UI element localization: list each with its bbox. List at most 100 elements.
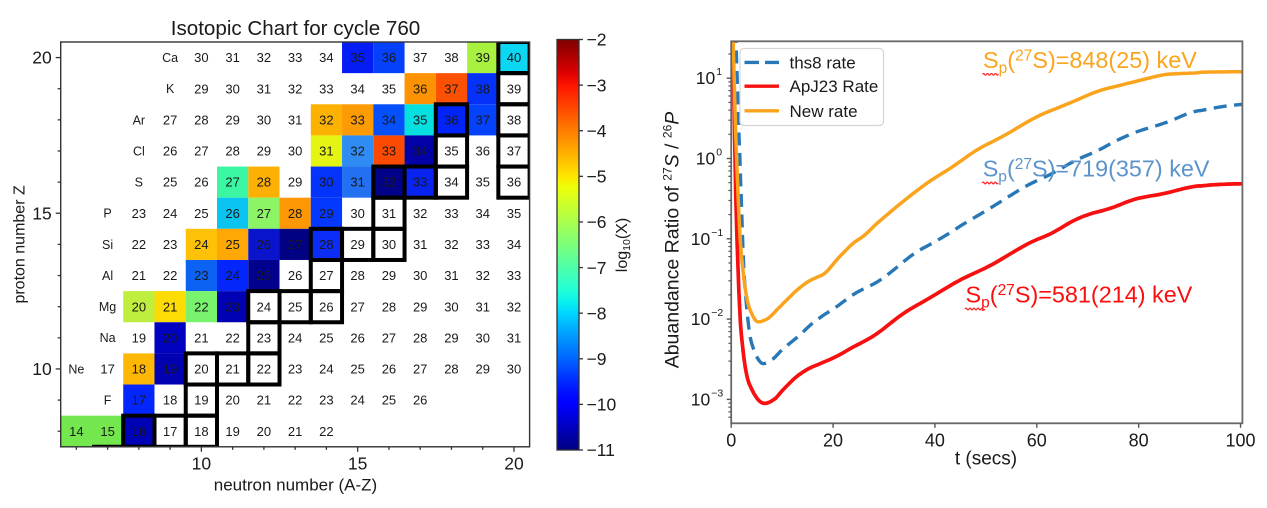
svg-text:10: 10: [691, 309, 711, 329]
svg-text:14: 14: [69, 424, 83, 439]
svg-text:29: 29: [257, 144, 271, 159]
svg-text:18: 18: [194, 424, 208, 439]
svg-text:32: 32: [507, 299, 521, 314]
svg-text:−3: −3: [711, 387, 723, 399]
svg-text:33: 33: [288, 50, 302, 65]
svg-text:S: S: [135, 176, 143, 190]
svg-text:35: 35: [413, 112, 427, 127]
svg-text:23: 23: [288, 362, 302, 377]
svg-text:25: 25: [288, 299, 302, 314]
svg-text:−2: −2: [587, 30, 607, 50]
svg-text:32: 32: [319, 112, 333, 127]
svg-text:34: 34: [444, 175, 458, 190]
svg-text:33: 33: [444, 206, 458, 221]
svg-text:29: 29: [288, 175, 302, 190]
svg-text:35: 35: [350, 50, 364, 65]
svg-text:31: 31: [444, 268, 458, 283]
svg-text:32: 32: [350, 144, 364, 159]
svg-text:26: 26: [350, 330, 364, 345]
svg-text:34: 34: [413, 144, 427, 159]
svg-text:33: 33: [319, 81, 333, 96]
svg-text:31: 31: [257, 81, 271, 96]
svg-text:0: 0: [726, 430, 736, 450]
svg-text:100: 100: [1226, 430, 1256, 450]
svg-text:17: 17: [100, 362, 114, 377]
svg-text:28: 28: [257, 175, 271, 190]
svg-text:16: 16: [132, 424, 146, 439]
svg-text:New rate: New rate: [790, 102, 858, 121]
svg-text:36: 36: [507, 175, 521, 190]
svg-text:25: 25: [163, 175, 177, 190]
svg-text:30: 30: [257, 112, 271, 127]
svg-text:29: 29: [225, 112, 239, 127]
svg-text:30: 30: [382, 237, 396, 252]
svg-text:−4: −4: [587, 121, 607, 141]
svg-text:32: 32: [444, 237, 458, 252]
svg-text:−11: −11: [587, 440, 615, 460]
svg-text:33: 33: [413, 175, 427, 190]
svg-text:30: 30: [194, 50, 208, 65]
svg-text:31: 31: [350, 175, 364, 190]
svg-text:0: 0: [716, 147, 722, 159]
svg-text:34: 34: [382, 112, 396, 127]
svg-text:25: 25: [194, 206, 208, 221]
svg-text:10: 10: [696, 68, 716, 88]
svg-text:39: 39: [507, 81, 521, 96]
svg-text:32: 32: [382, 175, 396, 190]
svg-text:27: 27: [382, 330, 396, 345]
svg-text:Sp (27 S)=719(357) keV: Sp (27 S)=719(357) keV: [983, 156, 1210, 186]
svg-text:28: 28: [444, 362, 458, 377]
svg-text:−6: −6: [587, 212, 607, 232]
svg-text:18: 18: [132, 362, 146, 377]
svg-text:10: 10: [691, 389, 711, 409]
svg-text:29: 29: [319, 206, 333, 221]
svg-text:34: 34: [319, 50, 333, 65]
svg-text:28: 28: [225, 144, 239, 159]
svg-text:30: 30: [288, 144, 302, 159]
svg-text:15: 15: [348, 454, 367, 474]
svg-text:Si: Si: [102, 238, 113, 252]
svg-text:20: 20: [32, 48, 52, 68]
svg-text:27: 27: [194, 144, 208, 159]
svg-text:−2: −2: [711, 307, 723, 319]
svg-text:neutron number (A-Z): neutron number (A-Z): [214, 475, 377, 494]
svg-text:24: 24: [350, 393, 364, 408]
svg-text:36: 36: [382, 50, 396, 65]
svg-text:−9: −9: [587, 349, 607, 369]
svg-text:21: 21: [163, 299, 177, 314]
svg-text:Al: Al: [102, 269, 113, 283]
svg-text:31: 31: [507, 330, 521, 345]
svg-text:33: 33: [507, 268, 521, 283]
svg-text:39: 39: [475, 50, 489, 65]
svg-text:Ar: Ar: [133, 113, 146, 127]
svg-text:31: 31: [413, 237, 427, 252]
svg-text:38: 38: [444, 50, 458, 65]
svg-text:26: 26: [257, 237, 271, 252]
svg-text:26: 26: [194, 175, 208, 190]
svg-text:−10: −10: [587, 395, 617, 415]
svg-text:38: 38: [507, 112, 521, 127]
svg-text:25: 25: [382, 393, 396, 408]
svg-text:33: 33: [350, 112, 364, 127]
svg-text:28: 28: [350, 268, 364, 283]
svg-text:40: 40: [507, 50, 521, 65]
svg-text:37: 37: [444, 81, 458, 96]
svg-text:31: 31: [382, 206, 396, 221]
svg-text:21: 21: [132, 268, 146, 283]
svg-text:20: 20: [257, 424, 271, 439]
svg-text:P: P: [103, 207, 111, 221]
svg-text:Sp (27 S)=848(25) keV: Sp (27 S)=848(25) keV: [983, 47, 1197, 77]
svg-text:32: 32: [257, 50, 271, 65]
svg-text:27: 27: [257, 206, 271, 221]
svg-text:20: 20: [163, 330, 177, 345]
svg-text:−8: −8: [587, 303, 607, 323]
svg-text:Sp (27 S)=581(214) keV: Sp (27 S)=581(214) keV: [966, 282, 1193, 312]
svg-text:26: 26: [382, 362, 396, 377]
svg-text:37: 37: [475, 112, 489, 127]
svg-text:19: 19: [163, 362, 177, 377]
svg-text:10: 10: [696, 149, 716, 169]
svg-text:34: 34: [350, 81, 364, 96]
svg-text:20: 20: [194, 362, 208, 377]
svg-text:29: 29: [444, 330, 458, 345]
svg-text:22: 22: [257, 362, 271, 377]
